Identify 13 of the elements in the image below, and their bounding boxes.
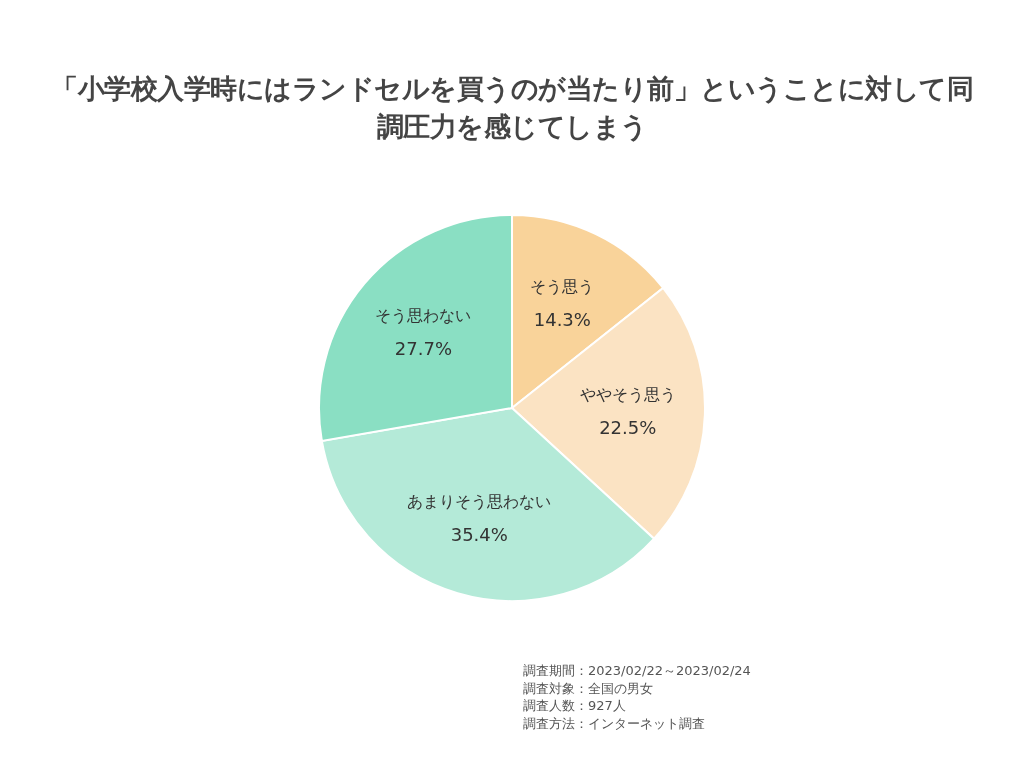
data-label: 27.7% <box>394 338 452 360</box>
data-label: 35.4% <box>450 524 508 546</box>
slice-label: そう思う <box>530 276 595 296</box>
text: 調査方法：インターネット調査 <box>523 714 706 732</box>
chart-title: 「小学校入学時にはランドセルを買うのが当たり前」ということに対して同調圧力を感じてしまう <box>50 72 974 144</box>
slice-label: そう思わない <box>375 306 472 326</box>
data-label: 22.5% <box>599 417 657 439</box>
text: 調査対象：全国の男女 <box>523 679 654 697</box>
text: 調査人数：927人 <box>523 697 627 715</box>
slice-label: ややそう思う <box>579 385 676 405</box>
data-label: 14.3% <box>533 308 591 330</box>
slice-label: あまりそう思わない <box>407 492 552 512</box>
text: 調査期間：2023/02/22～2023/02/24 <box>523 662 751 680</box>
